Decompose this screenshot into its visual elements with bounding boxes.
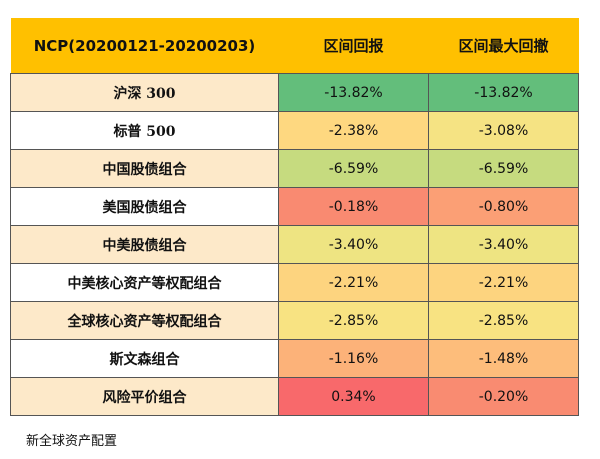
value-cell: -6.59% — [428, 149, 579, 188]
table-row: 斯文森组合 -1.16% -1.48% — [10, 339, 579, 378]
value-cell: -1.16% — [278, 339, 429, 378]
footer: 新全球资产配置 — [26, 434, 118, 449]
row-label: 全球核心资产等权配组合 — [10, 301, 279, 340]
row-label: 斯文森组合 — [10, 339, 279, 378]
row-label: 中美股债组合 — [10, 225, 279, 264]
value-cell: -0.20% — [428, 377, 579, 416]
table-row: 沪深 300 -13.82% -13.82% — [10, 73, 579, 112]
header-cell: 区间最大回撤 — [428, 18, 579, 74]
table-body: 沪深 300 -13.82% -13.82% 标普 500 -2.38% -3.08% 中国… — [10, 73, 579, 416]
returns-table: NCP(20200121-20200203) 区间回报 区间最大回撤 沪深 30… — [10, 18, 579, 416]
value-cell: -3.08% — [428, 111, 579, 150]
row-label: 中国股债组合 — [10, 149, 279, 188]
row-label: 沪深 300 — [10, 73, 279, 112]
table-row: 全球核心资产等权配组合 -2.85% -2.85% — [10, 301, 579, 340]
value-cell: -0.18% — [278, 187, 429, 226]
value-cell: -2.85% — [428, 301, 579, 340]
value-cell: -13.82% — [278, 73, 429, 112]
row-label: 美国股债组合 — [10, 187, 279, 226]
value-cell: -2.38% — [278, 111, 429, 150]
value-cell: -1.48% — [428, 339, 579, 378]
table-row: 美国股债组合 -0.18% -0.80% — [10, 187, 579, 226]
value-cell: -6.59% — [278, 149, 429, 188]
value-cell: -2.85% — [278, 301, 429, 340]
header-cell: NCP(20200121-20200203) — [10, 18, 279, 74]
value-cell: -3.40% — [278, 225, 429, 264]
value-cell: -0.80% — [428, 187, 579, 226]
row-label: 风险平价组合 — [10, 377, 279, 416]
value-cell: 0.34% — [278, 377, 429, 416]
table-row: 标普 500 -2.38% -3.08% — [10, 111, 579, 150]
value-cell: -2.21% — [278, 263, 429, 302]
value-cell: -3.40% — [428, 225, 579, 264]
row-label: 标普 500 — [10, 111, 279, 150]
header-cell: 区间回报 — [278, 18, 429, 74]
row-label: 中美核心资产等权配组合 — [10, 263, 279, 302]
header-row: NCP(20200121-20200203) 区间回报 区间最大回撤 — [10, 18, 579, 74]
table-row: 中美股债组合 -3.40% -3.40% — [10, 225, 579, 264]
table-row: 中国股债组合 -6.59% -6.59% — [10, 149, 579, 188]
value-cell: -13.82% — [428, 73, 579, 112]
value-cell: -2.21% — [428, 263, 579, 302]
table-row: 风险平价组合 0.34% -0.20% — [10, 377, 579, 416]
table-row: 中美核心资产等权配组合 -2.21% -2.21% — [10, 263, 579, 302]
